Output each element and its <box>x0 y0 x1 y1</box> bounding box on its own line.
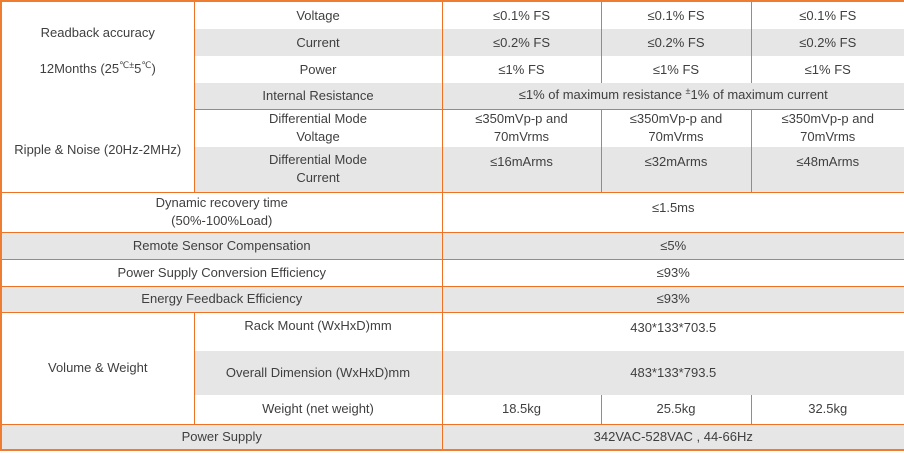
value-overall-dimension: 483*133*793.5 <box>442 351 904 395</box>
value-rack-mount: 430*133*703.5 <box>630 319 717 335</box>
value-feedback-efficiency: ≤93% <box>442 286 904 313</box>
readback-accuracy-cell: Readback accuracy 12Months (25℃±5℃) <box>1 1 195 109</box>
label-conversion-efficiency: Power Supply Conversion Efficiency <box>1 259 443 287</box>
value-dynamic-recovery: ≤1.5ms <box>442 192 904 233</box>
readback-accuracy-line1: Readback accuracy <box>40 25 155 40</box>
value-internal-resistance: ≤1% of maximum resistance ±1% of maximum… <box>442 83 904 110</box>
value-power-2: ≤1% FS <box>601 56 752 83</box>
celsius-sup-2: ℃ <box>141 60 152 70</box>
param-current: Current <box>194 29 443 56</box>
label-power-supply: Power Supply <box>1 424 443 450</box>
value-remote-sensor: ≤5% <box>442 232 904 260</box>
value-weight-2: 25.5kg <box>601 395 752 425</box>
celsius-sup-1: ℃± <box>119 60 135 70</box>
value-diff-current-1: ≤16mArms <box>442 147 602 193</box>
value-voltage-2: ≤0.1% FS <box>601 1 752 29</box>
value-diff-current-2: ≤32mArms <box>601 147 752 193</box>
value-power-supply: 342VAC-528VAC , 44-66Hz <box>442 424 904 450</box>
param-overall-dimension: Overall Dimension (WxHxD)mm <box>194 351 443 395</box>
value-voltage-1: ≤0.1% FS <box>442 1 602 29</box>
value-power-1: ≤1% FS <box>442 56 602 83</box>
readback-accuracy-line2: 12Months (25℃±5℃) <box>39 60 156 76</box>
label-feedback-efficiency: Energy Feedback Efficiency <box>1 286 443 313</box>
value-diff-voltage-1: ≤350mVp-p and 70mVrms <box>442 109 602 147</box>
param-internal-resistance: Internal Resistance <box>194 83 443 110</box>
param-weight: Weight (net weight) <box>194 395 443 425</box>
ripple-noise-cell: Ripple & Noise (20Hz-2MHz) <box>1 109 195 193</box>
param-power: Power <box>194 56 443 83</box>
value-power-3: ≤1% FS <box>804 61 851 77</box>
param-rack-mount: Rack Mount (WxHxD)mm <box>194 312 443 351</box>
param-diff-mode-voltage: Differential Mode Voltage <box>194 109 443 147</box>
volume-weight-cell: Volume & Weight <box>1 312 195 425</box>
value-diff-voltage-2: ≤350mVp-p and 70mVrms <box>601 109 752 147</box>
label-dynamic-recovery: Dynamic recovery time (50%-100%Load) <box>1 192 443 233</box>
value-voltage-3: ≤0.1% FS <box>799 7 857 23</box>
value-diff-voltage-3: ≤350mVp-p and 70mVrms <box>781 111 874 145</box>
param-voltage: Voltage <box>194 1 443 29</box>
param-diff-mode-current: Differential Mode Current <box>194 147 443 193</box>
value-diff-current-3: ≤48mArms <box>751 147 904 193</box>
value-weight-3: 32.5kg <box>751 395 904 425</box>
label-remote-sensor: Remote Sensor Compensation <box>1 232 443 260</box>
value-conversion-efficiency: ≤93% <box>442 259 904 287</box>
value-current-1: ≤0.2% FS <box>442 29 602 56</box>
plusminus-sup: ± <box>685 86 691 97</box>
value-current-3: ≤0.2% FS <box>751 29 904 56</box>
value-weight-1: 18.5kg <box>442 395 602 425</box>
value-current-2: ≤0.2% FS <box>601 29 752 56</box>
